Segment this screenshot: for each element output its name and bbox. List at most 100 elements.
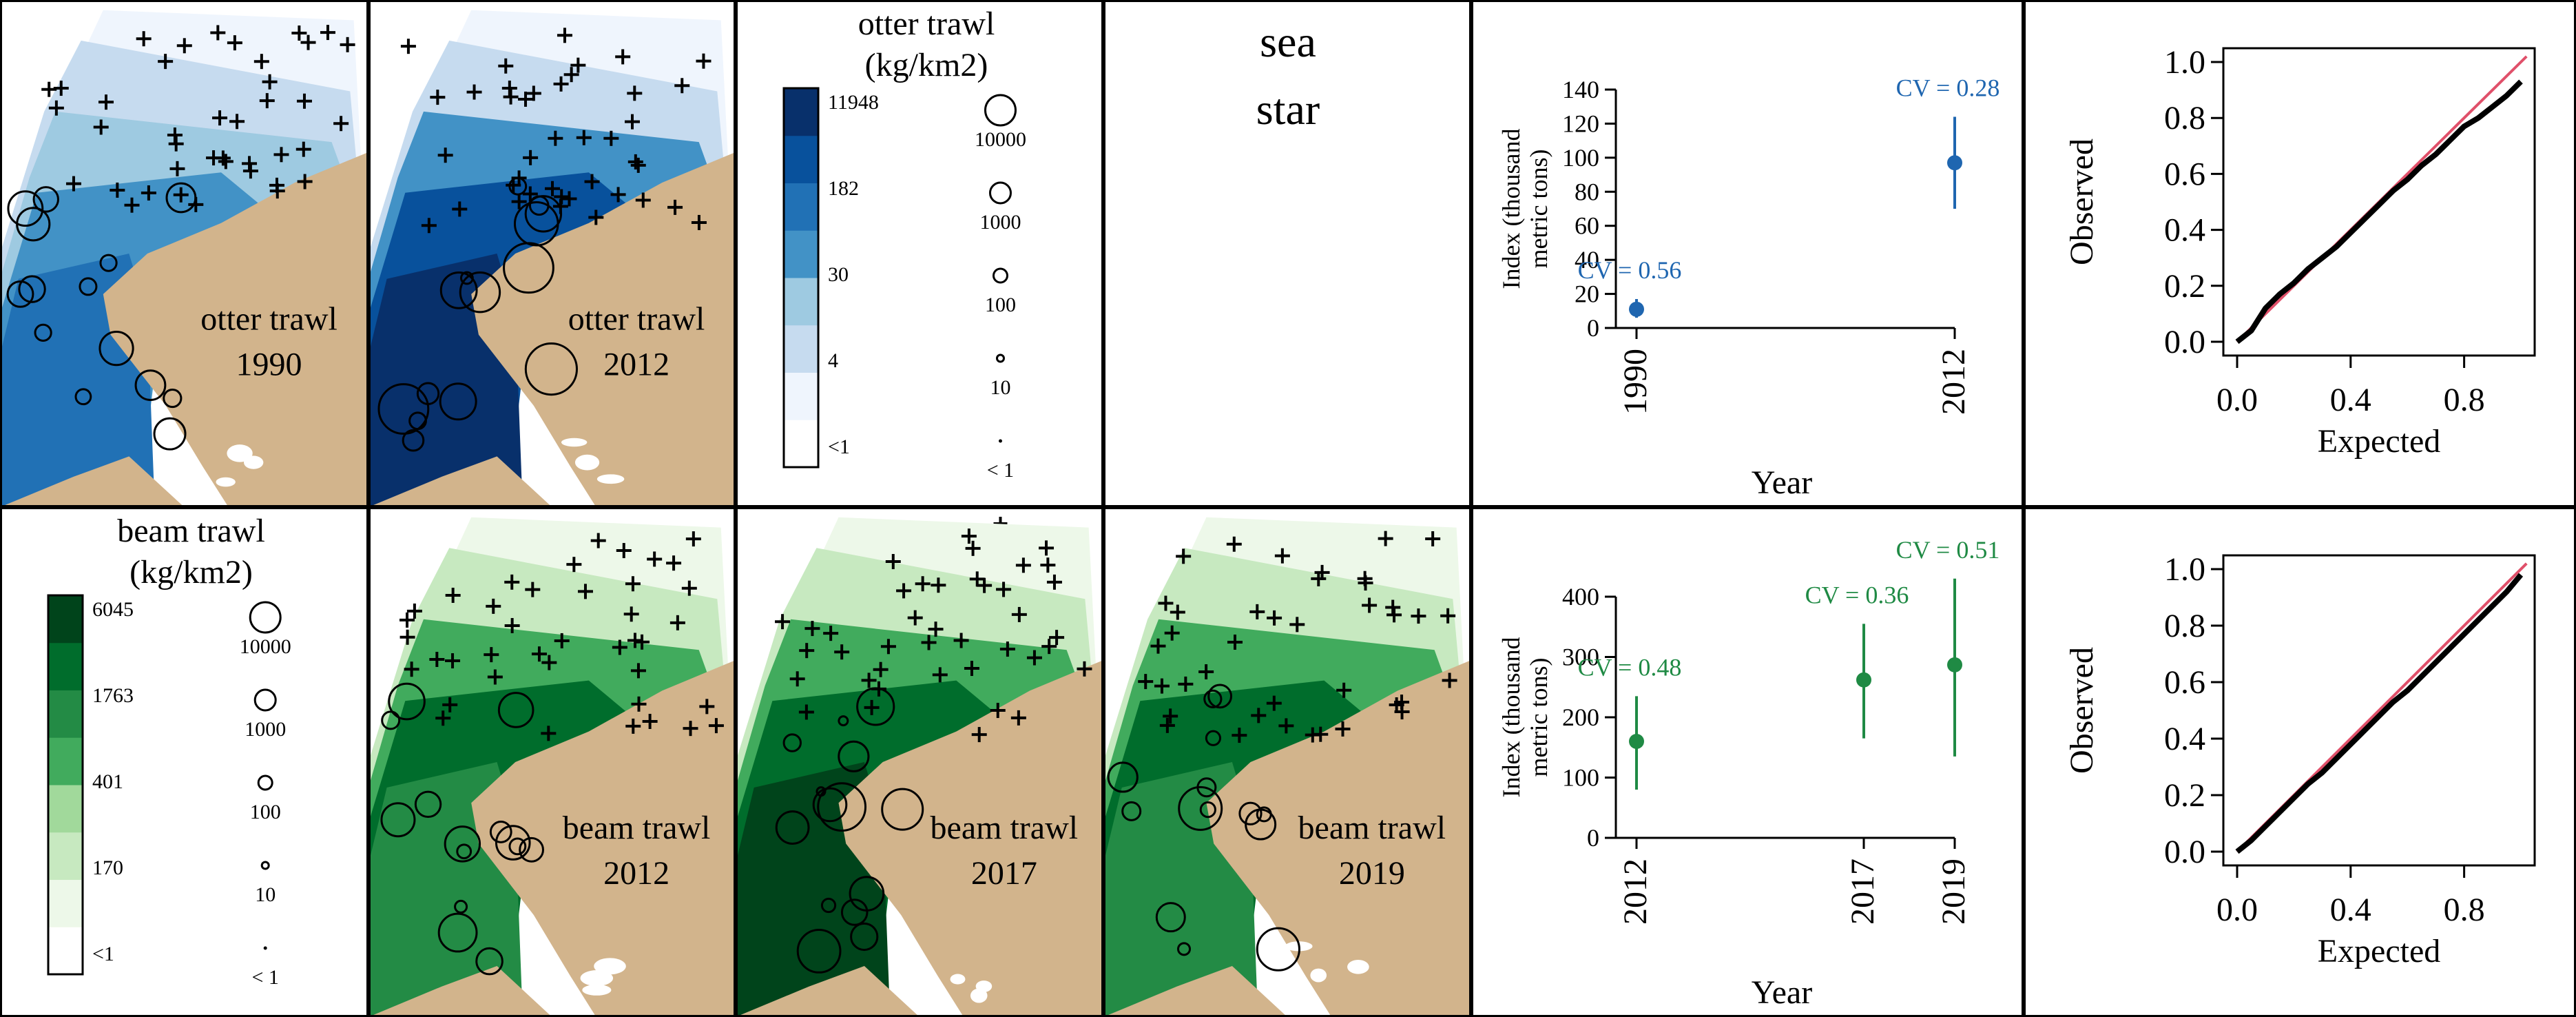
station-zero-plus	[1266, 695, 1282, 711]
map-content	[1105, 517, 1469, 1015]
map-island	[227, 444, 253, 462]
map-label-year: 2017	[971, 855, 1037, 892]
station-zero-plus	[320, 25, 335, 41]
station-zero-plus	[1040, 557, 1056, 573]
y-axis-label-line2: metric tons)	[1525, 658, 1552, 777]
station-zero-plus	[1227, 634, 1243, 650]
legend-color-swatch	[48, 785, 83, 833]
qq-box	[2222, 47, 2536, 357]
station-zero-plus	[296, 93, 312, 109]
x-axis-label: Expected	[2318, 933, 2441, 969]
station-catch-circle	[503, 242, 554, 294]
station-zero-plus	[691, 214, 707, 230]
station-catch-circle	[1107, 761, 1139, 793]
legend-otter: otter trawl (kg/km2) 11948 182 30 4 <1 10000 100…	[782, 6, 1026, 564]
station-zero-plus	[799, 643, 815, 659]
station-zero-plus	[400, 39, 416, 54]
qq-observed-series	[2235, 79, 2523, 345]
station-zero-plus	[590, 533, 606, 548]
station-zero-plus	[864, 699, 880, 715]
legend-color-swatch	[48, 642, 83, 690]
legend-colorbar-frame	[782, 87, 820, 469]
legend-size-label: 10	[990, 376, 1010, 399]
station-zero-plus	[176, 38, 192, 54]
station-zero-plus	[498, 58, 514, 74]
station-catch-circle	[524, 342, 579, 396]
station-catch-circle	[840, 898, 869, 926]
station-zero-plus	[1378, 531, 1393, 546]
y-tick-label: 0.6	[2164, 156, 2205, 192]
station-catch-circle	[850, 922, 879, 952]
x-tick-label: 2012	[1935, 349, 1972, 415]
legend-size-label: 10	[255, 883, 276, 906]
station-catch-circle	[856, 687, 895, 726]
legend-color-swatch	[784, 135, 818, 183]
station-zero-plus	[1394, 704, 1410, 720]
station-zero-plus	[630, 663, 646, 679]
station-zero-plus	[399, 612, 415, 628]
legend-color-tick: 6045	[92, 598, 134, 621]
station-catch-circle	[165, 182, 197, 214]
y-tick-label: 60	[1575, 212, 1599, 240]
station-zero-plus	[1335, 721, 1351, 737]
station-zero-plus	[504, 617, 520, 633]
station-zero-plus	[1251, 708, 1267, 723]
station-catch-circle	[388, 682, 426, 721]
station-catch-circle	[796, 929, 842, 974]
map-land	[1206, 661, 1469, 1015]
legend-beam: beam trawl (kg/km2) 6045 1763 401 170 <1 10000 1…	[47, 513, 291, 989]
station-catch-circle	[1207, 684, 1233, 709]
station-zero-plus	[259, 93, 275, 109]
cv-label: CV = 0.28	[1896, 74, 2000, 102]
y-tick-label: 0.8	[2164, 100, 2205, 136]
station-catch-circle	[439, 382, 477, 421]
station-catch-circle	[1155, 902, 1186, 933]
station-zero-plus	[570, 57, 586, 73]
station-zero-plus	[1138, 674, 1154, 690]
legend-title-line1: otter trawl	[858, 6, 995, 42]
y-axis-label-line2: metric tons)	[1525, 150, 1552, 269]
x-tick-label: 1990	[1617, 349, 1654, 415]
map-land	[838, 661, 1101, 1015]
legend-color-tick: 401	[92, 770, 123, 793]
cv-label: CV = 0.48	[1578, 653, 1682, 681]
station-zero-plus	[295, 141, 311, 157]
station-zero-plus	[158, 54, 174, 70]
station-zero-plus	[210, 25, 226, 41]
station-zero-plus	[98, 94, 114, 110]
station-zero-plus	[445, 587, 461, 603]
station-zero-plus	[1362, 597, 1378, 613]
station-catch-circle	[454, 899, 468, 914]
station-catch-circle	[7, 190, 44, 227]
station-catch-circle	[508, 837, 527, 856]
station-catch-circle	[402, 429, 425, 452]
y-tick-label: 80	[1575, 178, 1599, 205]
station-zero-plus	[928, 622, 944, 637]
station-zero-plus	[297, 174, 313, 189]
station-catch-circle	[495, 825, 531, 861]
legend-color-tick: 4	[828, 349, 838, 372]
station-zero-plus	[915, 576, 931, 592]
station-zero-plus	[445, 653, 461, 669]
panel-frame	[2024, 507, 2576, 1017]
species-label-line1: sea	[1260, 17, 1316, 66]
station-catch-circle	[489, 821, 512, 843]
station-zero-plus	[262, 74, 278, 90]
station-zero-plus	[141, 185, 156, 201]
legend-size-label: < 1	[987, 459, 1014, 482]
station-zero-plus	[588, 209, 604, 225]
index-chart-beam: 0 100 200 300 400 2012 2017 2019 CV = 0.48 CV = 0…	[1497, 536, 1999, 1011]
legend-color-swatch	[784, 88, 818, 136]
y-tick-label: 20	[1575, 280, 1599, 308]
y-tick-label: 0.4	[2164, 212, 2205, 249]
index-point	[1947, 155, 1962, 171]
station-zero-plus	[977, 577, 993, 593]
station-catch-circle	[414, 790, 442, 818]
x-tick-label: 0.4	[2330, 382, 2371, 418]
station-zero-plus	[880, 639, 896, 655]
map-island	[906, 980, 926, 996]
index-point	[1856, 672, 1871, 688]
map-island	[602, 959, 625, 972]
